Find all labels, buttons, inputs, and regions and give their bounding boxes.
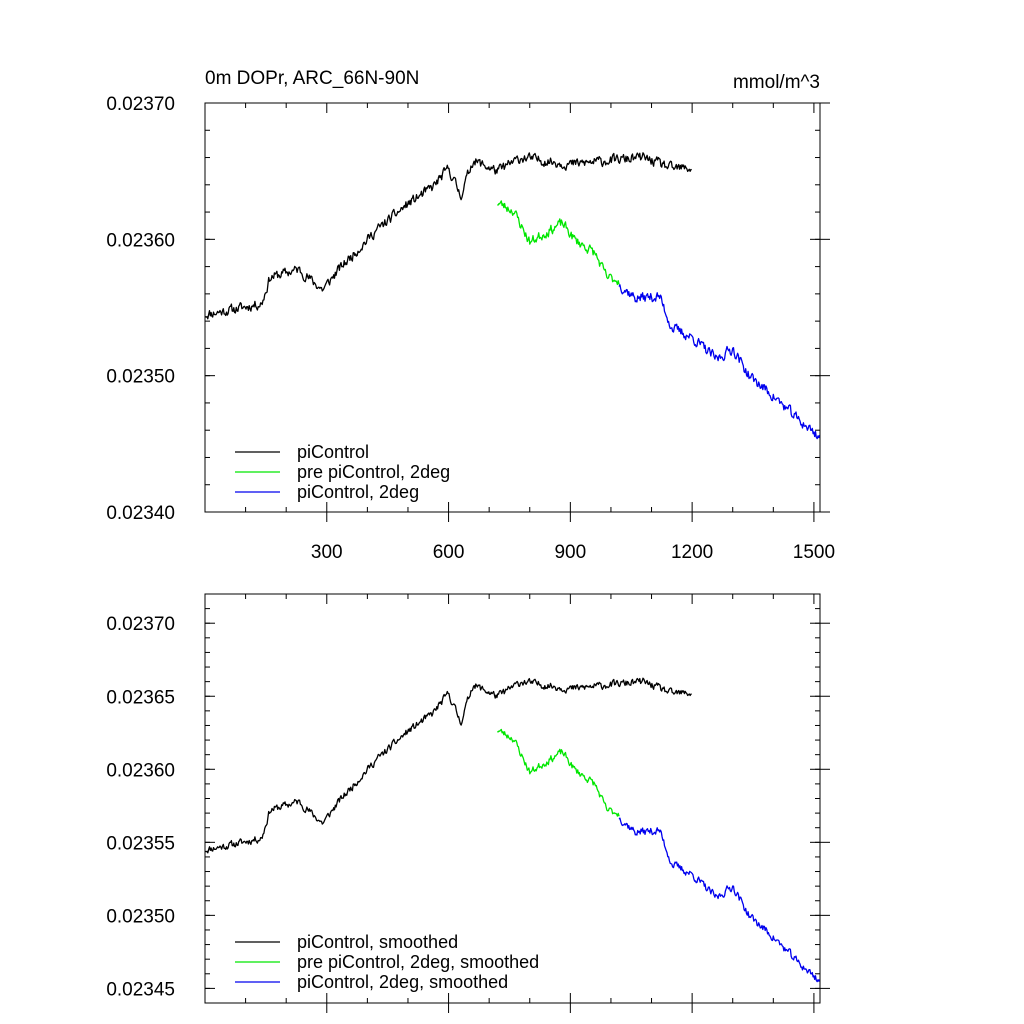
x-tick-label: 1500 — [793, 542, 835, 563]
top-legend-label-2: pre piControl, 2deg — [297, 462, 450, 482]
top-chart-panel: 0m DOPr, ARC_66N-90N mmol/m^3 300 600 900 1… — [106, 68, 835, 563]
top-legend-label-1: piControl — [297, 442, 369, 462]
y-tick-label: 0.02355 — [106, 833, 175, 854]
y-tick-label: 0.02350 — [106, 367, 175, 388]
bottom-series-line-1 — [205, 677, 692, 854]
x-tick-label: 600 — [433, 542, 465, 563]
y-tick-label: 0.02360 — [106, 230, 175, 251]
bottom-chart-panel: 0.02345 0.02350 0.02355 0.02360 0.02365 0.023… — [106, 593, 830, 1013]
y-tick-label: 0.02350 — [106, 906, 175, 927]
top-legend-label-3: piControl, 2deg — [297, 482, 419, 502]
y-tick-label: 0.02365 — [106, 687, 175, 708]
bottom-series-line-3 — [618, 817, 820, 983]
y-tick-label: 0.02360 — [106, 760, 175, 781]
top-plot-frame — [204, 102, 821, 513]
x-tick-label: 1200 — [671, 542, 713, 563]
bottom-legend-label-1: piControl, smoothed — [297, 932, 458, 952]
x-tick-label: 300 — [311, 542, 343, 563]
y-tick-label: 0.02345 — [106, 979, 175, 1000]
y-tick-label: 0.02370 — [106, 94, 175, 115]
bottom-legend-label-2: pre piControl, 2deg, smoothed — [297, 952, 539, 972]
top-series-line-1 — [205, 152, 692, 320]
top-series-line-3 — [618, 284, 820, 440]
top-chart-title: 0m DOPr, ARC_66N-90N — [205, 68, 419, 89]
bottom-series-line-2 — [497, 728, 620, 817]
x-tick-label: 900 — [554, 542, 586, 563]
top-series-line-2 — [497, 200, 620, 286]
bottom-legend-label-3: piControl, 2deg, smoothed — [297, 972, 508, 992]
y-tick-label: 0.02370 — [106, 614, 175, 635]
top-chart-units: mmol/m^3 — [733, 72, 820, 93]
y-tick-label: 0.02340 — [106, 503, 175, 524]
